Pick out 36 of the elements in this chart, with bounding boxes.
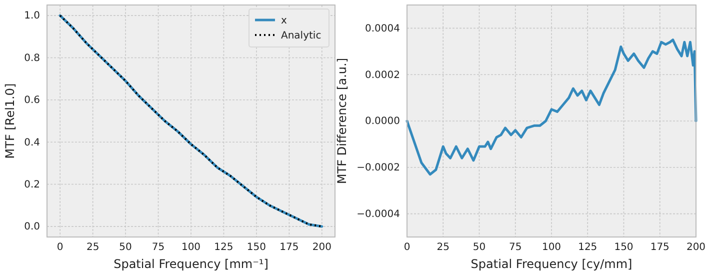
x-tick-label: 100 <box>542 242 562 254</box>
x-axis-title: Spatial Frequency [mm⁻¹] <box>114 257 268 271</box>
y-tick-label: 0.0004 <box>365 23 400 34</box>
y-tick-label: 0.4 <box>24 137 40 148</box>
x-tick-label: 200 <box>686 242 706 254</box>
x-tick-label: 125 <box>578 242 598 254</box>
y-tick-label: 0.2 <box>24 179 40 190</box>
y-tick-label: 0.8 <box>24 52 40 64</box>
x-tick-label: 150 <box>246 242 266 254</box>
x-tick-label: 175 <box>280 242 299 254</box>
x-tick-label: 100 <box>181 242 201 254</box>
y-tick-label: 0.6 <box>24 95 40 106</box>
y-tick-label: 1.0 <box>24 10 40 22</box>
x-tick-label: 25 <box>436 242 450 254</box>
x-tick-label: 50 <box>119 242 132 254</box>
y-axis-title: MTF [Rel1.0] <box>3 83 17 159</box>
x-tick-label: 175 <box>650 242 670 254</box>
x-tick-label: 25 <box>86 242 100 254</box>
y-tick-label: −0.0004 <box>356 209 400 220</box>
x-tick-label: 0 <box>404 242 410 254</box>
legend-label: Analytic <box>281 30 322 42</box>
x-tick-label: 75 <box>509 242 522 254</box>
line-series <box>406 38 698 176</box>
x-tick-label: 200 <box>312 242 332 254</box>
x-tick-label: 125 <box>214 242 234 254</box>
x-tick-label: 75 <box>152 242 165 254</box>
y-tick-label: 0.0002 <box>365 70 400 81</box>
x-tick-label: 0 <box>56 242 64 254</box>
y-tick-label: 0.0000 <box>365 116 400 128</box>
y-tick-label: −0.0002 <box>356 162 400 174</box>
x-tick-label: 150 <box>614 242 634 254</box>
legend-label: x <box>281 16 287 26</box>
x-tick-label: 50 <box>472 242 486 254</box>
y-tick-label: 0.0 <box>24 222 40 233</box>
y-axis-title: MTF Difference [a.u.] <box>335 58 349 184</box>
x-axis-title: Spatial Frequency [cy/mm] <box>470 257 632 271</box>
